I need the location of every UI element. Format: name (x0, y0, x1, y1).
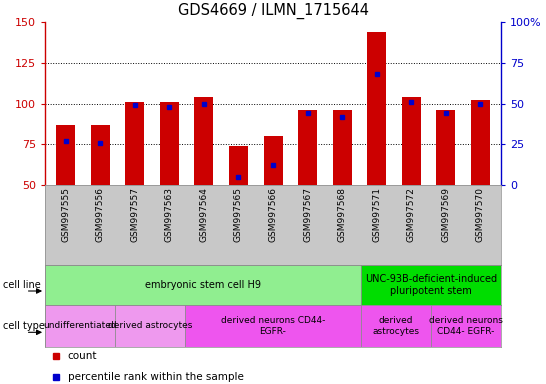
Bar (436, 110, 455, 185)
Text: GSM997572: GSM997572 (407, 187, 416, 242)
Text: derived
astrocytes: derived astrocytes (372, 316, 419, 336)
Bar (45, 265, 361, 305)
Text: GSM997564: GSM997564 (199, 187, 209, 242)
Text: GSM997556: GSM997556 (96, 187, 105, 242)
Bar (298, 110, 317, 185)
Text: undifferentiated: undifferentiated (43, 321, 117, 331)
Bar (91, 125, 110, 185)
Text: cell type: cell type (3, 321, 45, 331)
Bar (431, 305, 501, 347)
Text: embryonic stem cell H9: embryonic stem cell H9 (145, 280, 261, 290)
Text: GSM997563: GSM997563 (165, 187, 174, 242)
Bar (264, 136, 282, 185)
Bar (194, 97, 213, 185)
Text: GSM997569: GSM997569 (441, 187, 450, 242)
Text: GSM997566: GSM997566 (269, 187, 277, 242)
Text: GSM997555: GSM997555 (61, 187, 70, 242)
Bar (471, 100, 490, 185)
Text: GSM997568: GSM997568 (337, 187, 347, 242)
Bar (115, 305, 185, 347)
Text: GSM997567: GSM997567 (303, 187, 312, 242)
Bar (45, 305, 115, 347)
Bar (185, 305, 361, 347)
Bar (160, 102, 179, 185)
Bar (402, 97, 420, 185)
Text: cell line: cell line (3, 280, 40, 290)
Text: derived neurons
CD44- EGFR-: derived neurons CD44- EGFR- (429, 316, 503, 336)
Bar (56, 125, 75, 185)
Bar (126, 102, 144, 185)
Text: GSM997565: GSM997565 (234, 187, 243, 242)
Bar (333, 110, 352, 185)
Text: percentile rank within the sample: percentile rank within the sample (68, 372, 244, 382)
Text: GDS4669 / ILMN_1715644: GDS4669 / ILMN_1715644 (177, 3, 369, 19)
Bar (361, 305, 431, 347)
Bar (361, 265, 501, 305)
Text: derived astrocytes: derived astrocytes (108, 321, 192, 331)
Bar (367, 32, 386, 185)
Text: count: count (68, 351, 97, 361)
Text: GSM997557: GSM997557 (130, 187, 139, 242)
Text: derived neurons CD44-
EGFR-: derived neurons CD44- EGFR- (221, 316, 325, 336)
Text: UNC-93B-deficient-induced
pluripotent stem: UNC-93B-deficient-induced pluripotent st… (365, 274, 497, 296)
Text: GSM997571: GSM997571 (372, 187, 381, 242)
Text: GSM997570: GSM997570 (476, 187, 485, 242)
Bar (229, 146, 248, 185)
